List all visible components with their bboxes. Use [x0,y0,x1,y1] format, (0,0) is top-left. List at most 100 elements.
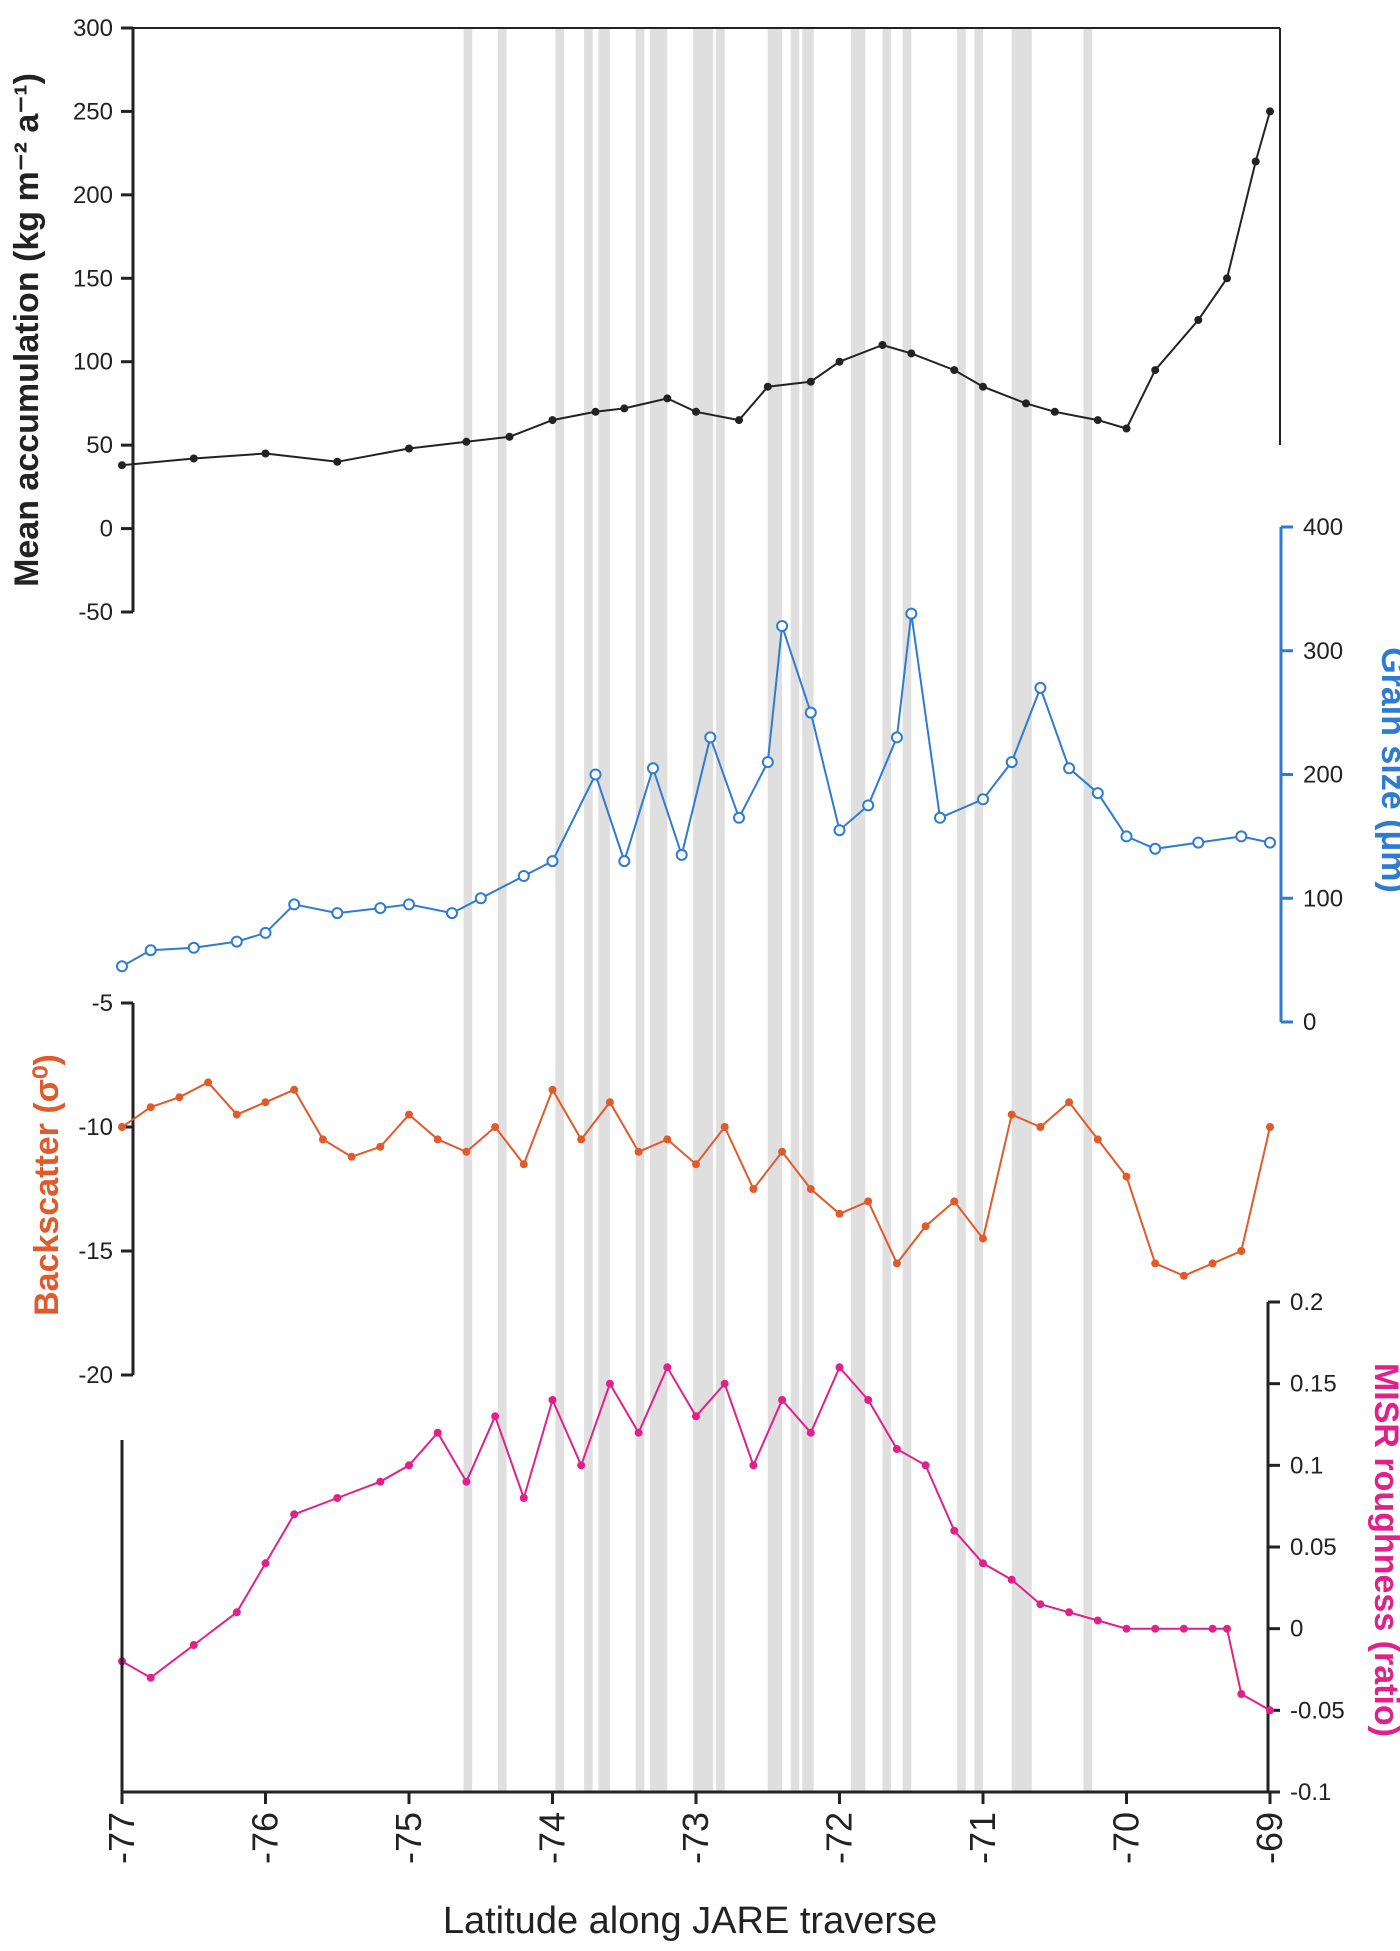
grain_size-point-12 [546,855,559,868]
grain_size-point-35 [1235,830,1248,843]
x-tick-label-4: -73 [675,1812,716,1864]
grain_size-point-29 [1034,681,1047,694]
grain_size-point-24 [890,731,903,744]
accumulation-point-7 [548,416,557,425]
grain_size-point-16 [675,848,688,861]
backscatter-point-4 [232,1110,241,1119]
backscatter-point-29 [950,1197,959,1206]
grain_size-point-6 [331,907,344,920]
misr_roughness-point-12 [519,1494,528,1502]
shaded-bands [463,28,1093,1792]
x-tick-label-6: -71 [962,1812,1003,1864]
misr_roughness-y-tick-label-1: 0.15 [1290,1371,1337,1398]
x-axis-title: Latitude along JARE traverse [443,1900,937,1942]
shaded-band-1 [497,28,507,1792]
grain_size-point-4 [259,926,272,939]
backscatter-point-1 [146,1103,155,1112]
grain_size-point-13 [589,768,602,781]
misr_roughness-point-17 [663,1363,672,1372]
backscatter-point-18 [634,1147,643,1156]
misr_roughness-y-tick-label-5: -0.05 [1290,1697,1345,1724]
x-tick-label-7: -70 [1106,1812,1147,1864]
misr_roughness-point-39 [1266,1706,1274,1715]
backscatter-y-tick-label-2: -15 [78,1238,113,1265]
shaded-band-7 [693,28,714,1792]
accumulation-y-tick-label-3: 150 [73,265,113,292]
backscatter-point-34 [1093,1135,1102,1144]
shaded-band-4 [598,28,610,1792]
misr_roughness-point-20 [749,1461,758,1470]
grain_size-point-5 [288,898,301,911]
shaded-band-0 [463,28,473,1792]
grain_size-point-0 [116,960,128,973]
accumulation-point-13 [763,382,772,391]
misr_roughness-point-29 [1007,1575,1016,1584]
accumulation-point-23 [1122,424,1131,433]
misr_roughness-point-6 [333,1494,342,1502]
grain_size-point-11 [517,870,530,882]
grain_size-point-31 [1091,787,1104,800]
accumulation-point-3 [333,457,342,466]
grain_size-point-23 [862,799,875,812]
backscatter-point-27 [892,1259,901,1268]
misr_roughness-point-37 [1223,1624,1231,1633]
backscatter-point-0 [118,1123,126,1131]
backscatter-point-33 [1065,1098,1074,1107]
accumulation-point-26 [1223,274,1231,283]
misr_roughness-point-18 [692,1412,700,1421]
accumulation-point-22 [1093,416,1102,425]
backscatter-panel: -5 -10 -15 -20 Backscatter (σ⁰) [28,990,1274,1389]
accumulation-y-tick-label-5: 50 [86,432,113,459]
latitude-x-axis: -77 -76 -75 -74 -73 -72 -71 -70 -69 Latitude alo… [101,1440,1290,1942]
backscatter-point-5 [261,1098,270,1107]
accumulation-y-tick-label-7: -50 [78,599,113,626]
x-tick-label-8: -69 [1249,1812,1290,1864]
grain_size-point-10 [474,892,487,905]
grain_size-y-tick-label-2: 200 [1303,762,1343,789]
backscatter-point-13 [491,1123,500,1131]
backscatter-point-39 [1237,1247,1246,1255]
misr_roughness-point-2 [189,1641,198,1649]
shaded-band-10 [790,28,800,1792]
grain_size-point-9 [446,907,458,920]
misr_roughness-point-16 [634,1428,643,1437]
accumulation-point-27 [1251,157,1260,166]
accumulation-point-14 [806,377,815,386]
backscatter-point-25 [835,1209,844,1218]
misr-axis-label: MISR roughness (ratio) [1367,1363,1400,1737]
backscatter-point-38 [1208,1259,1217,1268]
misr_roughness-y-tick-label-3: 0.05 [1290,1534,1337,1561]
misr-roughness-panel: 0.2 0.15 0.1 0.05 0 -0.05 -0.1 MISR roughness … [118,1289,1400,1806]
accumulation-point-16 [878,341,887,349]
backscatter-point-17 [605,1098,614,1107]
misr_roughness-point-32 [1093,1616,1102,1625]
misr_roughness-point-23 [835,1363,844,1372]
accumulation-y-tick-label-1: 250 [73,98,113,125]
accumulation-y-tick-label-0: 300 [73,15,113,42]
shaded-band-16 [974,28,983,1792]
misr_roughness-y-tick-label-4: 0 [1290,1616,1303,1643]
shaded-band-2 [555,28,564,1792]
grain_size-point-3 [230,935,243,948]
accumulation-point-18 [950,366,959,375]
accumulation-point-9 [620,404,629,413]
accumulation-point-19 [979,382,987,391]
misr_roughness-point-8 [405,1461,413,1470]
misr_roughness-point-25 [892,1445,901,1453]
accumulation-axis-label: Mean accumulation (kg m⁻² a⁻¹) [8,73,46,587]
backscatter-axis-label: Backscatter (σ⁰) [28,1054,66,1316]
accumulation-point-1 [189,454,198,463]
grain_size-point-20 [776,620,789,632]
grain_size-point-2 [187,941,200,954]
x-tick-label-0: -77 [101,1812,142,1864]
backscatter-point-12 [462,1147,471,1156]
backscatter-point-26 [864,1197,873,1206]
misr_roughness-point-10 [462,1477,471,1486]
grain_size-y-tick-label-4: 0 [1303,1009,1316,1036]
accumulation-point-20 [1022,399,1030,408]
misr_roughness-series-line [121,1365,1271,1712]
grain-size-panel: 400 300 200 100 0 Grain size (μm) [116,514,1400,1036]
backscatter-point-21 [720,1123,729,1131]
backscatter-point-2 [175,1093,184,1102]
